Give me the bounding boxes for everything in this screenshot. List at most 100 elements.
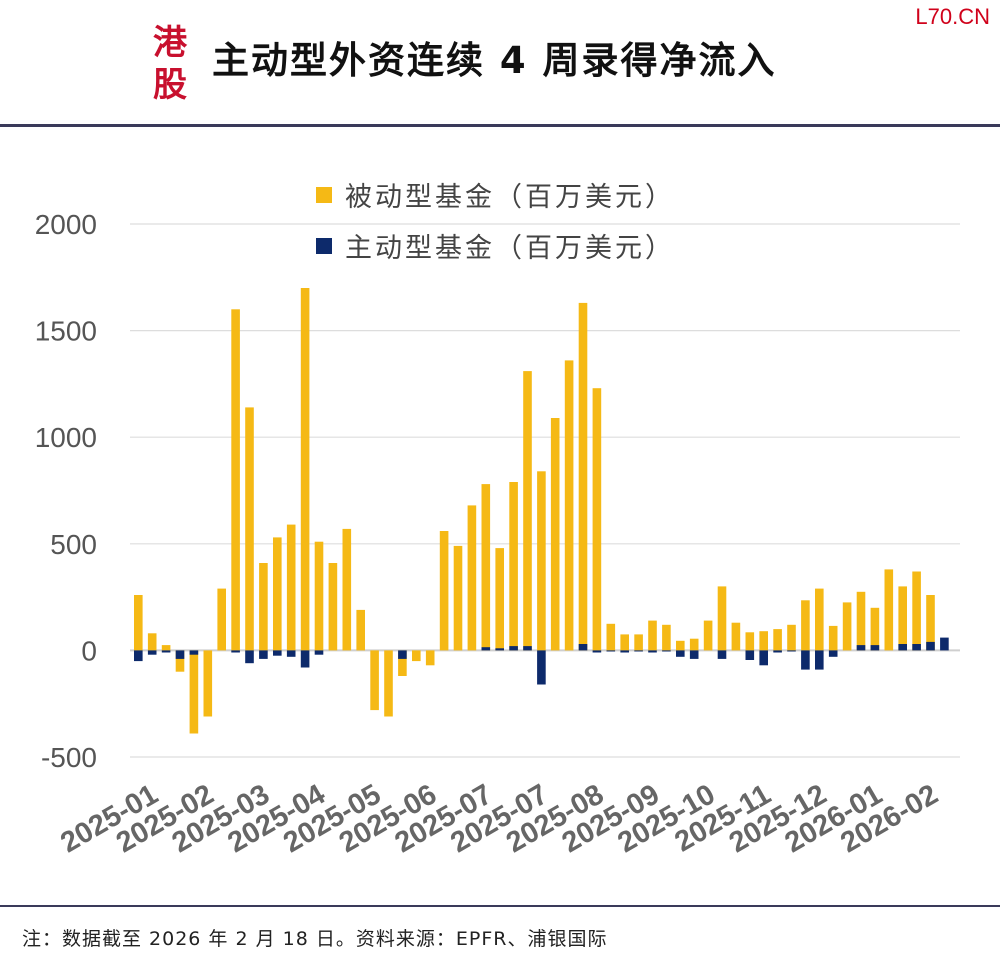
bottom-divider xyxy=(0,905,1000,907)
active-bar xyxy=(481,647,491,651)
passive-bar xyxy=(134,595,143,651)
active-bar xyxy=(259,650,268,659)
active-bar xyxy=(926,641,935,651)
passive-bar xyxy=(884,569,894,651)
page-title: 主动型外资连续 4 周录得净流入 xyxy=(212,39,777,82)
passive-bar xyxy=(856,591,866,651)
bars xyxy=(134,288,949,734)
passive-bar xyxy=(189,650,199,734)
active-bar xyxy=(398,650,407,659)
market-tag: 港 股 xyxy=(148,22,192,106)
active-bar xyxy=(634,650,643,652)
market-tag-line2: 股 xyxy=(153,65,187,105)
active-bar xyxy=(828,650,838,657)
passive-bar xyxy=(620,634,629,651)
passive-bar xyxy=(703,620,713,651)
active-bar xyxy=(523,646,532,651)
passive-bar xyxy=(425,650,435,666)
active-bar xyxy=(175,650,185,659)
passive-bar xyxy=(801,600,810,651)
active-bar xyxy=(134,650,143,662)
legend-label-active: 主动型基金（百万美元） xyxy=(345,233,675,264)
passive-bar xyxy=(453,545,463,651)
active-bar xyxy=(759,650,768,666)
passive-bar xyxy=(759,631,768,651)
passive-bar xyxy=(634,634,643,651)
active-bar xyxy=(592,650,602,653)
legend-swatch-passive xyxy=(316,187,332,203)
y-tick-label: 2000 xyxy=(35,209,97,240)
passive-bar xyxy=(731,622,741,651)
active-bar xyxy=(801,650,810,670)
x-axis-ticks: 2025-012025-022025-032025-042025-052025-… xyxy=(55,778,943,859)
active-bar xyxy=(147,650,157,655)
active-bar xyxy=(912,644,921,651)
passive-bar xyxy=(550,418,560,651)
active-bar xyxy=(870,645,880,651)
passive-bar xyxy=(175,650,185,672)
passive-bar xyxy=(717,586,727,651)
passive-bar xyxy=(787,624,796,651)
passive-bar xyxy=(161,645,171,651)
bar-chart: 2000 1500 1000 500 0 -500 2025-012025-022025-… xyxy=(35,182,960,859)
active-bar xyxy=(314,650,324,655)
active-bar xyxy=(286,650,296,657)
passive-bar xyxy=(745,632,755,651)
active-bar xyxy=(815,650,824,670)
passive-bar xyxy=(286,524,296,651)
passive-bar xyxy=(606,623,616,651)
active-bar xyxy=(856,645,866,651)
active-bar xyxy=(620,650,629,653)
passive-bar xyxy=(356,609,365,651)
passive-bar xyxy=(564,360,574,651)
active-bar xyxy=(648,650,657,653)
passive-bar xyxy=(926,595,935,651)
passive-bar xyxy=(509,482,518,651)
passive-bar xyxy=(439,531,449,651)
active-bar xyxy=(495,648,504,651)
passive-bar xyxy=(495,548,504,651)
passive-bar xyxy=(648,620,657,651)
passive-bar xyxy=(273,537,282,651)
passive-bar xyxy=(245,407,254,651)
footnote: 注：数据截至 2026 年 2 月 18 日。资料来源：EPFR、浦银国际 xyxy=(22,928,608,950)
passive-bar xyxy=(314,541,324,651)
active-bar xyxy=(537,650,546,685)
passive-bar xyxy=(481,484,491,651)
active-bar xyxy=(940,637,949,651)
passive-bar xyxy=(842,602,852,651)
active-bar xyxy=(689,650,699,659)
passive-bar xyxy=(231,309,240,651)
active-bar xyxy=(161,650,171,653)
active-bar xyxy=(509,646,518,651)
active-bar xyxy=(245,650,254,664)
passive-bar xyxy=(217,588,226,651)
passive-bar xyxy=(412,650,421,662)
active-bar xyxy=(231,650,240,653)
active-bar xyxy=(273,650,282,656)
passive-bar xyxy=(467,505,477,651)
active-bar xyxy=(717,650,727,659)
passive-bar xyxy=(147,633,157,651)
passive-bar xyxy=(259,563,268,651)
y-tick-label: 1000 xyxy=(35,422,97,453)
active-bar xyxy=(773,650,782,653)
active-bar xyxy=(787,650,796,652)
passive-bar xyxy=(773,629,782,651)
y-axis-ticks: 2000 1500 1000 500 0 -500 xyxy=(35,209,97,773)
market-tag-line1: 港 xyxy=(153,23,187,63)
y-tick-label: 0 xyxy=(81,635,97,666)
active-bar xyxy=(676,650,685,657)
y-tick-label: 1500 xyxy=(35,316,97,347)
passive-bar xyxy=(578,302,588,651)
legend-label-passive: 被动型基金（百万美元） xyxy=(345,182,675,213)
passive-bar xyxy=(592,388,602,651)
y-tick-label: 500 xyxy=(50,529,97,560)
passive-bar xyxy=(898,586,907,651)
active-bar xyxy=(662,650,671,652)
passive-bar xyxy=(870,607,880,651)
passive-bar xyxy=(523,371,532,651)
passive-bar xyxy=(384,650,393,717)
passive-bar xyxy=(398,650,407,676)
top-divider xyxy=(0,124,1000,127)
